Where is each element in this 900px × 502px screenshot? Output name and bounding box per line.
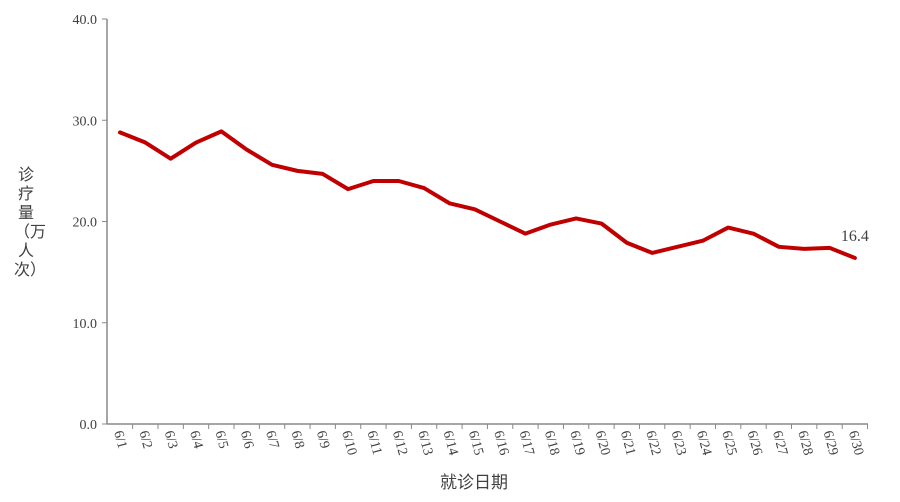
x-tick-label: 6/8 bbox=[288, 429, 307, 450]
y-tick-label: 30.0 bbox=[73, 114, 98, 129]
x-tick-label: 6/20 bbox=[592, 429, 613, 457]
y-tick-label: 20.0 bbox=[73, 216, 98, 231]
y-tick-label: 40.0 bbox=[73, 13, 98, 28]
x-tick-label: 6/4 bbox=[186, 429, 205, 450]
x-tick-label: 6/7 bbox=[262, 429, 281, 450]
x-tick-label: 6/6 bbox=[237, 429, 256, 450]
x-tick-label: 6/21 bbox=[617, 429, 638, 457]
series-line bbox=[118, 129, 857, 260]
x-tick-label: 6/12 bbox=[389, 429, 410, 457]
x-tick-label: 6/10 bbox=[338, 429, 359, 457]
x-tick-label: 6/19 bbox=[566, 429, 587, 457]
data-label: 16.4 bbox=[841, 228, 869, 245]
x-tick-label: 6/2 bbox=[135, 429, 154, 450]
x-tick-label: 6/15 bbox=[465, 429, 486, 457]
x-tick-label: 6/11 bbox=[364, 429, 385, 456]
x-tick-label: 6/22 bbox=[642, 429, 663, 457]
x-tick-label: 6/5 bbox=[211, 429, 230, 450]
x-tick-label: 6/18 bbox=[541, 429, 562, 457]
x-tick-label: 6/17 bbox=[516, 429, 537, 457]
y-tick-label: 10.0 bbox=[73, 317, 98, 332]
y-axis-label: 诊疗量（万人次） bbox=[14, 165, 47, 279]
x-tick-label: 6/25 bbox=[718, 429, 739, 457]
x-axis-label: 就诊日期 bbox=[440, 473, 508, 493]
x-tick-label: 6/24 bbox=[693, 429, 714, 457]
x-tick-label: 6/26 bbox=[744, 429, 765, 457]
x-tick-label: 6/28 bbox=[794, 429, 815, 457]
x-tick-label: 6/29 bbox=[820, 429, 841, 457]
x-tick-label: 6/16 bbox=[490, 429, 511, 457]
x-tick-label: 6/3 bbox=[161, 429, 180, 450]
x-tick-label: 6/27 bbox=[769, 429, 790, 457]
x-tick-label: 6/1 bbox=[110, 429, 129, 450]
x-tick-label: 6/13 bbox=[414, 429, 435, 457]
x-tick-label: 6/14 bbox=[440, 429, 461, 457]
x-tick-label: 6/30 bbox=[845, 429, 866, 457]
x-tick-label: 6/9 bbox=[313, 429, 332, 450]
x-tick-label: 6/23 bbox=[668, 429, 689, 457]
y-tick-label: 0.0 bbox=[80, 418, 98, 433]
